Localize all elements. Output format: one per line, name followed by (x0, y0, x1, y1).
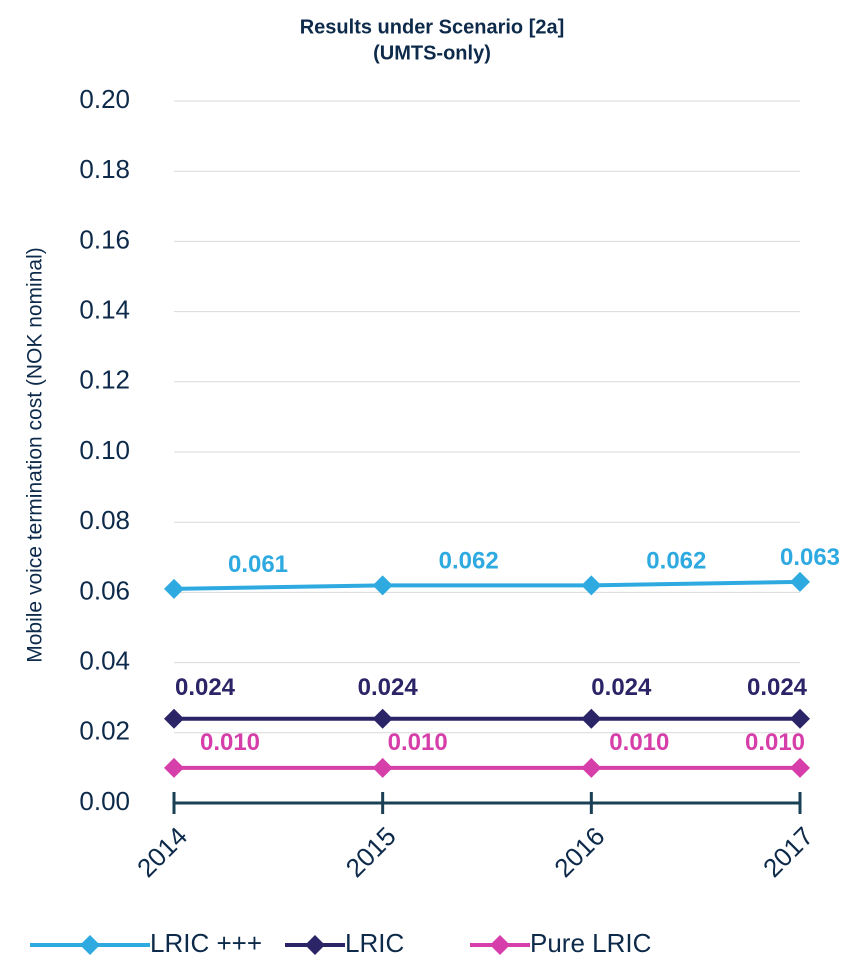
legend-marker (490, 935, 510, 955)
data-label: 0.010 (200, 729, 260, 756)
data-point (790, 571, 810, 592)
data-label: 0.024 (358, 674, 419, 701)
y-tick-label: 0.00 (79, 786, 130, 816)
data-point (581, 575, 602, 596)
legend-label: LRIC (345, 928, 404, 958)
data-label: 0.010 (745, 729, 805, 756)
data-point (581, 708, 602, 729)
data-point (581, 757, 602, 778)
x-tick-label: 2016 (548, 821, 610, 883)
data-label: 0.024 (175, 674, 236, 701)
y-axis-label: Mobile voice termination cost (NOK nomin… (24, 247, 47, 663)
y-tick-label: 0.18 (79, 154, 130, 184)
data-label: 0.010 (609, 729, 669, 756)
x-tick-label: 2015 (340, 821, 402, 883)
data-label: 0.010 (388, 729, 448, 756)
data-point (164, 757, 184, 778)
data-point (790, 708, 810, 729)
data-point (372, 708, 393, 729)
data-label: 0.063 (780, 544, 840, 571)
y-tick-label: 0.10 (79, 435, 130, 465)
data-label: 0.062 (646, 548, 706, 575)
data-label: 0.024 (591, 674, 652, 701)
x-tick-label: 2014 (131, 821, 193, 883)
x-tick-label: 2017 (757, 821, 819, 883)
data-point (372, 575, 393, 596)
chart-title: Results under Scenario [2a] (300, 16, 565, 38)
y-tick-label: 0.14 (79, 294, 130, 324)
y-tick-label: 0.06 (79, 575, 130, 605)
data-point (372, 757, 393, 778)
y-tick-label: 0.02 (79, 716, 130, 746)
legend-label: Pure LRIC (530, 928, 651, 958)
chart-subtitle: (UMTS-only) (373, 42, 491, 64)
legend-marker (80, 935, 100, 955)
data-label: 0.061 (228, 551, 288, 578)
data-point (164, 578, 184, 599)
legend-label: LRIC +++ (150, 928, 262, 958)
y-tick-label: 0.04 (79, 645, 130, 675)
legend-marker (305, 935, 325, 955)
data-point (164, 708, 184, 729)
y-tick-label: 0.12 (79, 365, 130, 395)
y-tick-label: 0.16 (79, 224, 130, 254)
data-point (790, 757, 810, 778)
series-line (173, 579, 801, 591)
y-tick-label: 0.08 (79, 505, 130, 535)
data-label: 0.062 (439, 548, 499, 575)
y-tick-label: 0.20 (79, 84, 130, 114)
data-label: 0.024 (747, 674, 808, 701)
